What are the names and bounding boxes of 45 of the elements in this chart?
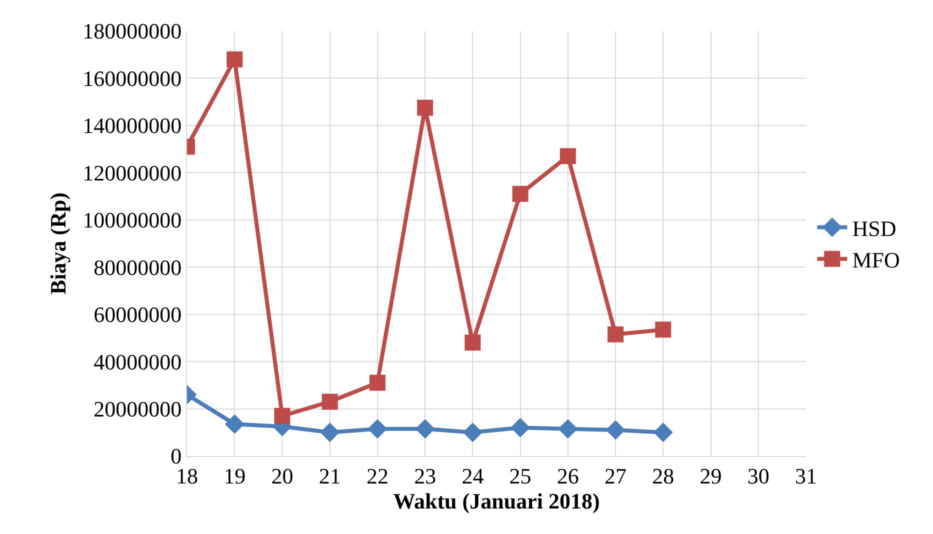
y-tick-label: 80000000: [94, 254, 182, 280]
x-tick-label: 22: [366, 463, 388, 488]
point: [462, 422, 482, 442]
y-tick-label: 20000000: [94, 396, 182, 422]
point: [224, 414, 244, 434]
y-tick-label: 160000000: [82, 66, 182, 91]
legend-label: HSD: [852, 216, 896, 241]
point: [655, 322, 672, 338]
x-tick-label: 27: [604, 463, 627, 488]
x-tick-label: 25: [509, 463, 532, 488]
point: [606, 420, 626, 440]
point: [512, 186, 528, 202]
point: [415, 419, 435, 439]
point: [369, 374, 386, 391]
point: [417, 100, 434, 116]
x-tick-label: 26: [556, 463, 579, 488]
x-axis-title: Waktu (Januari 2018): [393, 488, 600, 514]
point: [608, 326, 624, 342]
x-tick-label: 29: [700, 463, 722, 488]
point: [510, 418, 530, 438]
y-tick-label: 60000000: [94, 302, 182, 328]
point: [368, 419, 388, 439]
point: [558, 419, 578, 439]
x-tick-label: 28: [652, 463, 674, 488]
x-tick-label: 31: [795, 463, 817, 488]
y-tick-label: 100000000: [82, 208, 182, 233]
y-tick-label: 140000000: [82, 113, 182, 138]
point: [653, 422, 673, 442]
x-tick-label: 30: [747, 463, 770, 488]
point: [226, 51, 243, 68]
x-tick-label: 23: [414, 463, 436, 488]
x-tick-label: 24: [462, 463, 484, 488]
x-tick-label: 20: [271, 463, 294, 488]
legend-label: MFO: [852, 247, 900, 272]
y-axis-title: Biaya (Rp): [45, 192, 70, 295]
x-tick-label: 21: [318, 463, 341, 488]
point: [464, 334, 481, 351]
x-tick-label: 19: [224, 463, 246, 488]
y-tick-label: 180000000: [82, 18, 182, 44]
y-tick-label: 120000000: [82, 160, 182, 186]
point: [274, 408, 290, 424]
point: [322, 394, 338, 410]
point: [560, 148, 576, 164]
point: [320, 422, 340, 442]
y-tick-label: 40000000: [94, 349, 182, 374]
